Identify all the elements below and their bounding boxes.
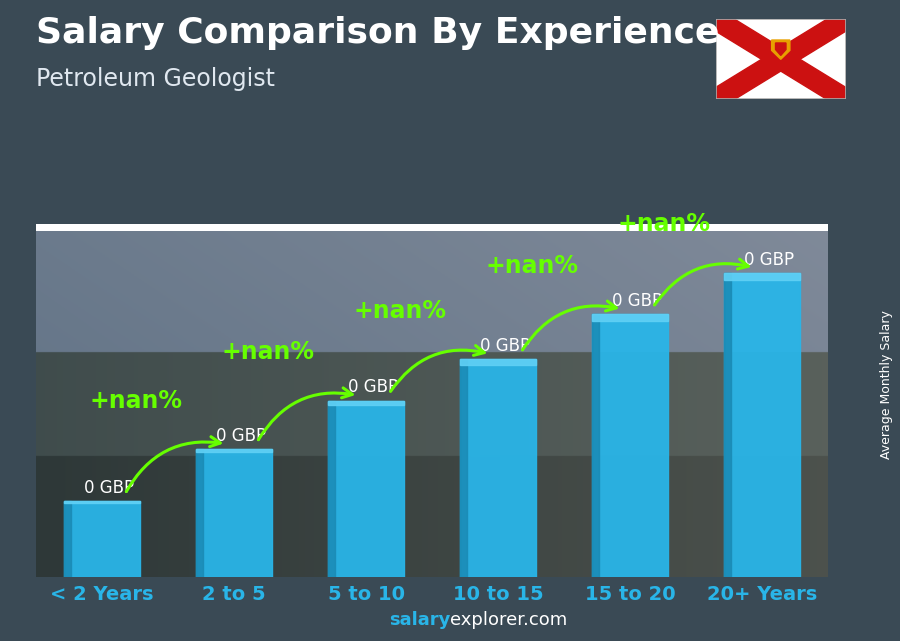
Text: +nan%: +nan%	[354, 299, 446, 323]
Bar	[64, 501, 140, 503]
Bar	[591, 314, 669, 577]
Bar	[591, 314, 599, 577]
Polygon shape	[716, 19, 846, 99]
Bar	[64, 501, 140, 577]
Text: 0 GBP: 0 GBP	[215, 427, 266, 445]
Text: Average Monthly Salary: Average Monthly Salary	[880, 310, 893, 459]
Bar	[591, 314, 669, 320]
Text: +nan%: +nan%	[617, 212, 711, 237]
Text: Petroleum Geologist: Petroleum Geologist	[36, 67, 275, 91]
Bar	[328, 401, 404, 405]
Text: +nan%: +nan%	[221, 340, 315, 364]
Bar	[195, 449, 273, 452]
Text: 0 GBP: 0 GBP	[743, 251, 794, 269]
Bar	[460, 359, 536, 577]
Text: Salary Comparison By Experience: Salary Comparison By Experience	[36, 16, 719, 50]
Text: 0 GBP: 0 GBP	[84, 479, 134, 497]
Text: +nan%: +nan%	[486, 254, 579, 278]
Bar	[724, 272, 800, 280]
Text: salary: salary	[389, 612, 450, 629]
Bar	[64, 501, 71, 577]
Text: 0 GBP: 0 GBP	[480, 337, 530, 355]
Text: 0 GBP: 0 GBP	[347, 378, 398, 397]
Polygon shape	[716, 19, 846, 99]
Polygon shape	[771, 40, 790, 60]
Bar	[195, 449, 203, 577]
Text: 0 GBP: 0 GBP	[611, 292, 662, 310]
Bar	[328, 401, 336, 577]
Bar	[460, 359, 536, 365]
Bar	[460, 359, 467, 577]
Text: +nan%: +nan%	[90, 388, 183, 413]
Text: explorer.com: explorer.com	[450, 612, 567, 629]
Bar	[328, 401, 404, 577]
Bar	[724, 272, 732, 577]
Bar	[724, 272, 800, 577]
Bar	[195, 449, 273, 577]
Polygon shape	[776, 43, 786, 55]
